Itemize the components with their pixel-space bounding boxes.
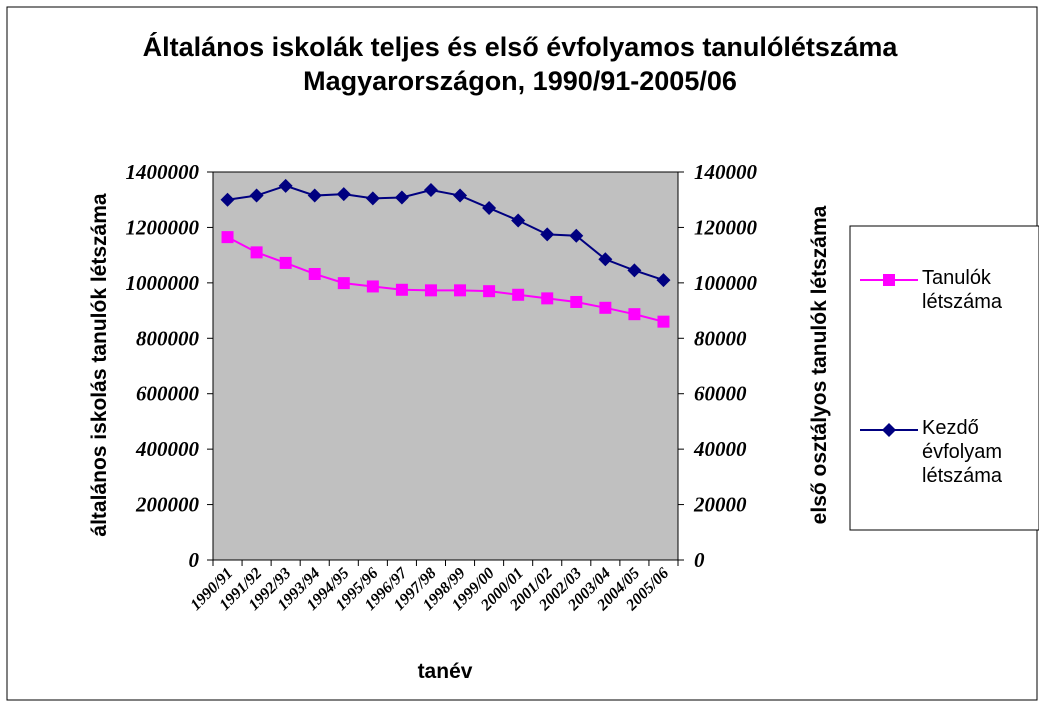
y-tick-label: 800000 bbox=[136, 326, 200, 350]
series-line bbox=[227, 236, 664, 323]
data-point bbox=[569, 228, 584, 243]
y2-axis-label: első osztályos tanulók létszáma bbox=[808, 205, 831, 525]
y2-tick-label: 0 bbox=[694, 548, 705, 572]
y-tick-label: 200000 bbox=[135, 493, 200, 517]
data-point bbox=[249, 188, 264, 203]
data-point bbox=[365, 191, 380, 206]
data-point bbox=[627, 263, 642, 278]
data-point bbox=[279, 256, 292, 269]
data-point bbox=[598, 252, 613, 267]
y-tick-label: 1200000 bbox=[126, 215, 200, 239]
legend-box bbox=[849, 225, 1039, 531]
data-point bbox=[540, 227, 555, 242]
data-point bbox=[570, 295, 583, 308]
data-point bbox=[482, 201, 497, 216]
y2-tick-label: 80000 bbox=[694, 326, 747, 350]
data-point bbox=[250, 246, 263, 259]
data-point bbox=[220, 192, 235, 207]
data-point bbox=[336, 187, 351, 202]
data-point bbox=[337, 277, 350, 290]
data-point bbox=[512, 288, 525, 301]
data-point bbox=[657, 315, 670, 328]
y-tick-label: 0 bbox=[189, 548, 200, 572]
data-point bbox=[424, 284, 437, 297]
legend-marker bbox=[883, 274, 895, 286]
series-line bbox=[227, 184, 664, 282]
data-point bbox=[221, 231, 234, 244]
data-point bbox=[278, 178, 293, 193]
data-point bbox=[599, 301, 612, 314]
y-axis-label: általános iskolás tanulók létszáma bbox=[88, 193, 111, 537]
plot-area bbox=[212, 171, 679, 561]
y-tick-label: 400000 bbox=[135, 437, 200, 461]
y2-tick-label: 20000 bbox=[693, 493, 747, 517]
y-tick-label: 1000000 bbox=[126, 271, 200, 295]
data-point bbox=[366, 280, 379, 293]
y-tick-label: 600000 bbox=[136, 382, 200, 406]
data-point bbox=[483, 285, 496, 298]
data-point bbox=[656, 273, 671, 288]
data-point bbox=[307, 188, 322, 203]
legend-marker bbox=[882, 423, 896, 437]
data-point bbox=[453, 188, 468, 203]
data-point bbox=[511, 213, 526, 228]
data-point bbox=[395, 283, 408, 296]
y2-tick-label: 140000 bbox=[694, 160, 758, 184]
data-point bbox=[541, 292, 554, 305]
y-tick-label: 1400000 bbox=[126, 160, 200, 184]
data-point bbox=[423, 183, 438, 198]
y2-tick-label: 100000 bbox=[694, 271, 758, 295]
legend-label: Tanulók létszáma bbox=[922, 267, 1003, 313]
y2-tick-label: 60000 bbox=[694, 382, 747, 406]
y2-tick-label: 40000 bbox=[693, 437, 747, 461]
legend-label: Kezdő évfolyam létszáma bbox=[922, 417, 1003, 487]
data-point bbox=[454, 284, 467, 297]
chart-title: Általános iskolák teljes és első évfolya… bbox=[142, 32, 898, 96]
x-axis-label: tanév bbox=[417, 660, 473, 683]
data-point bbox=[628, 308, 641, 321]
data-point bbox=[394, 190, 409, 205]
y2-tick-label: 120000 bbox=[694, 215, 758, 239]
data-point bbox=[308, 267, 321, 280]
